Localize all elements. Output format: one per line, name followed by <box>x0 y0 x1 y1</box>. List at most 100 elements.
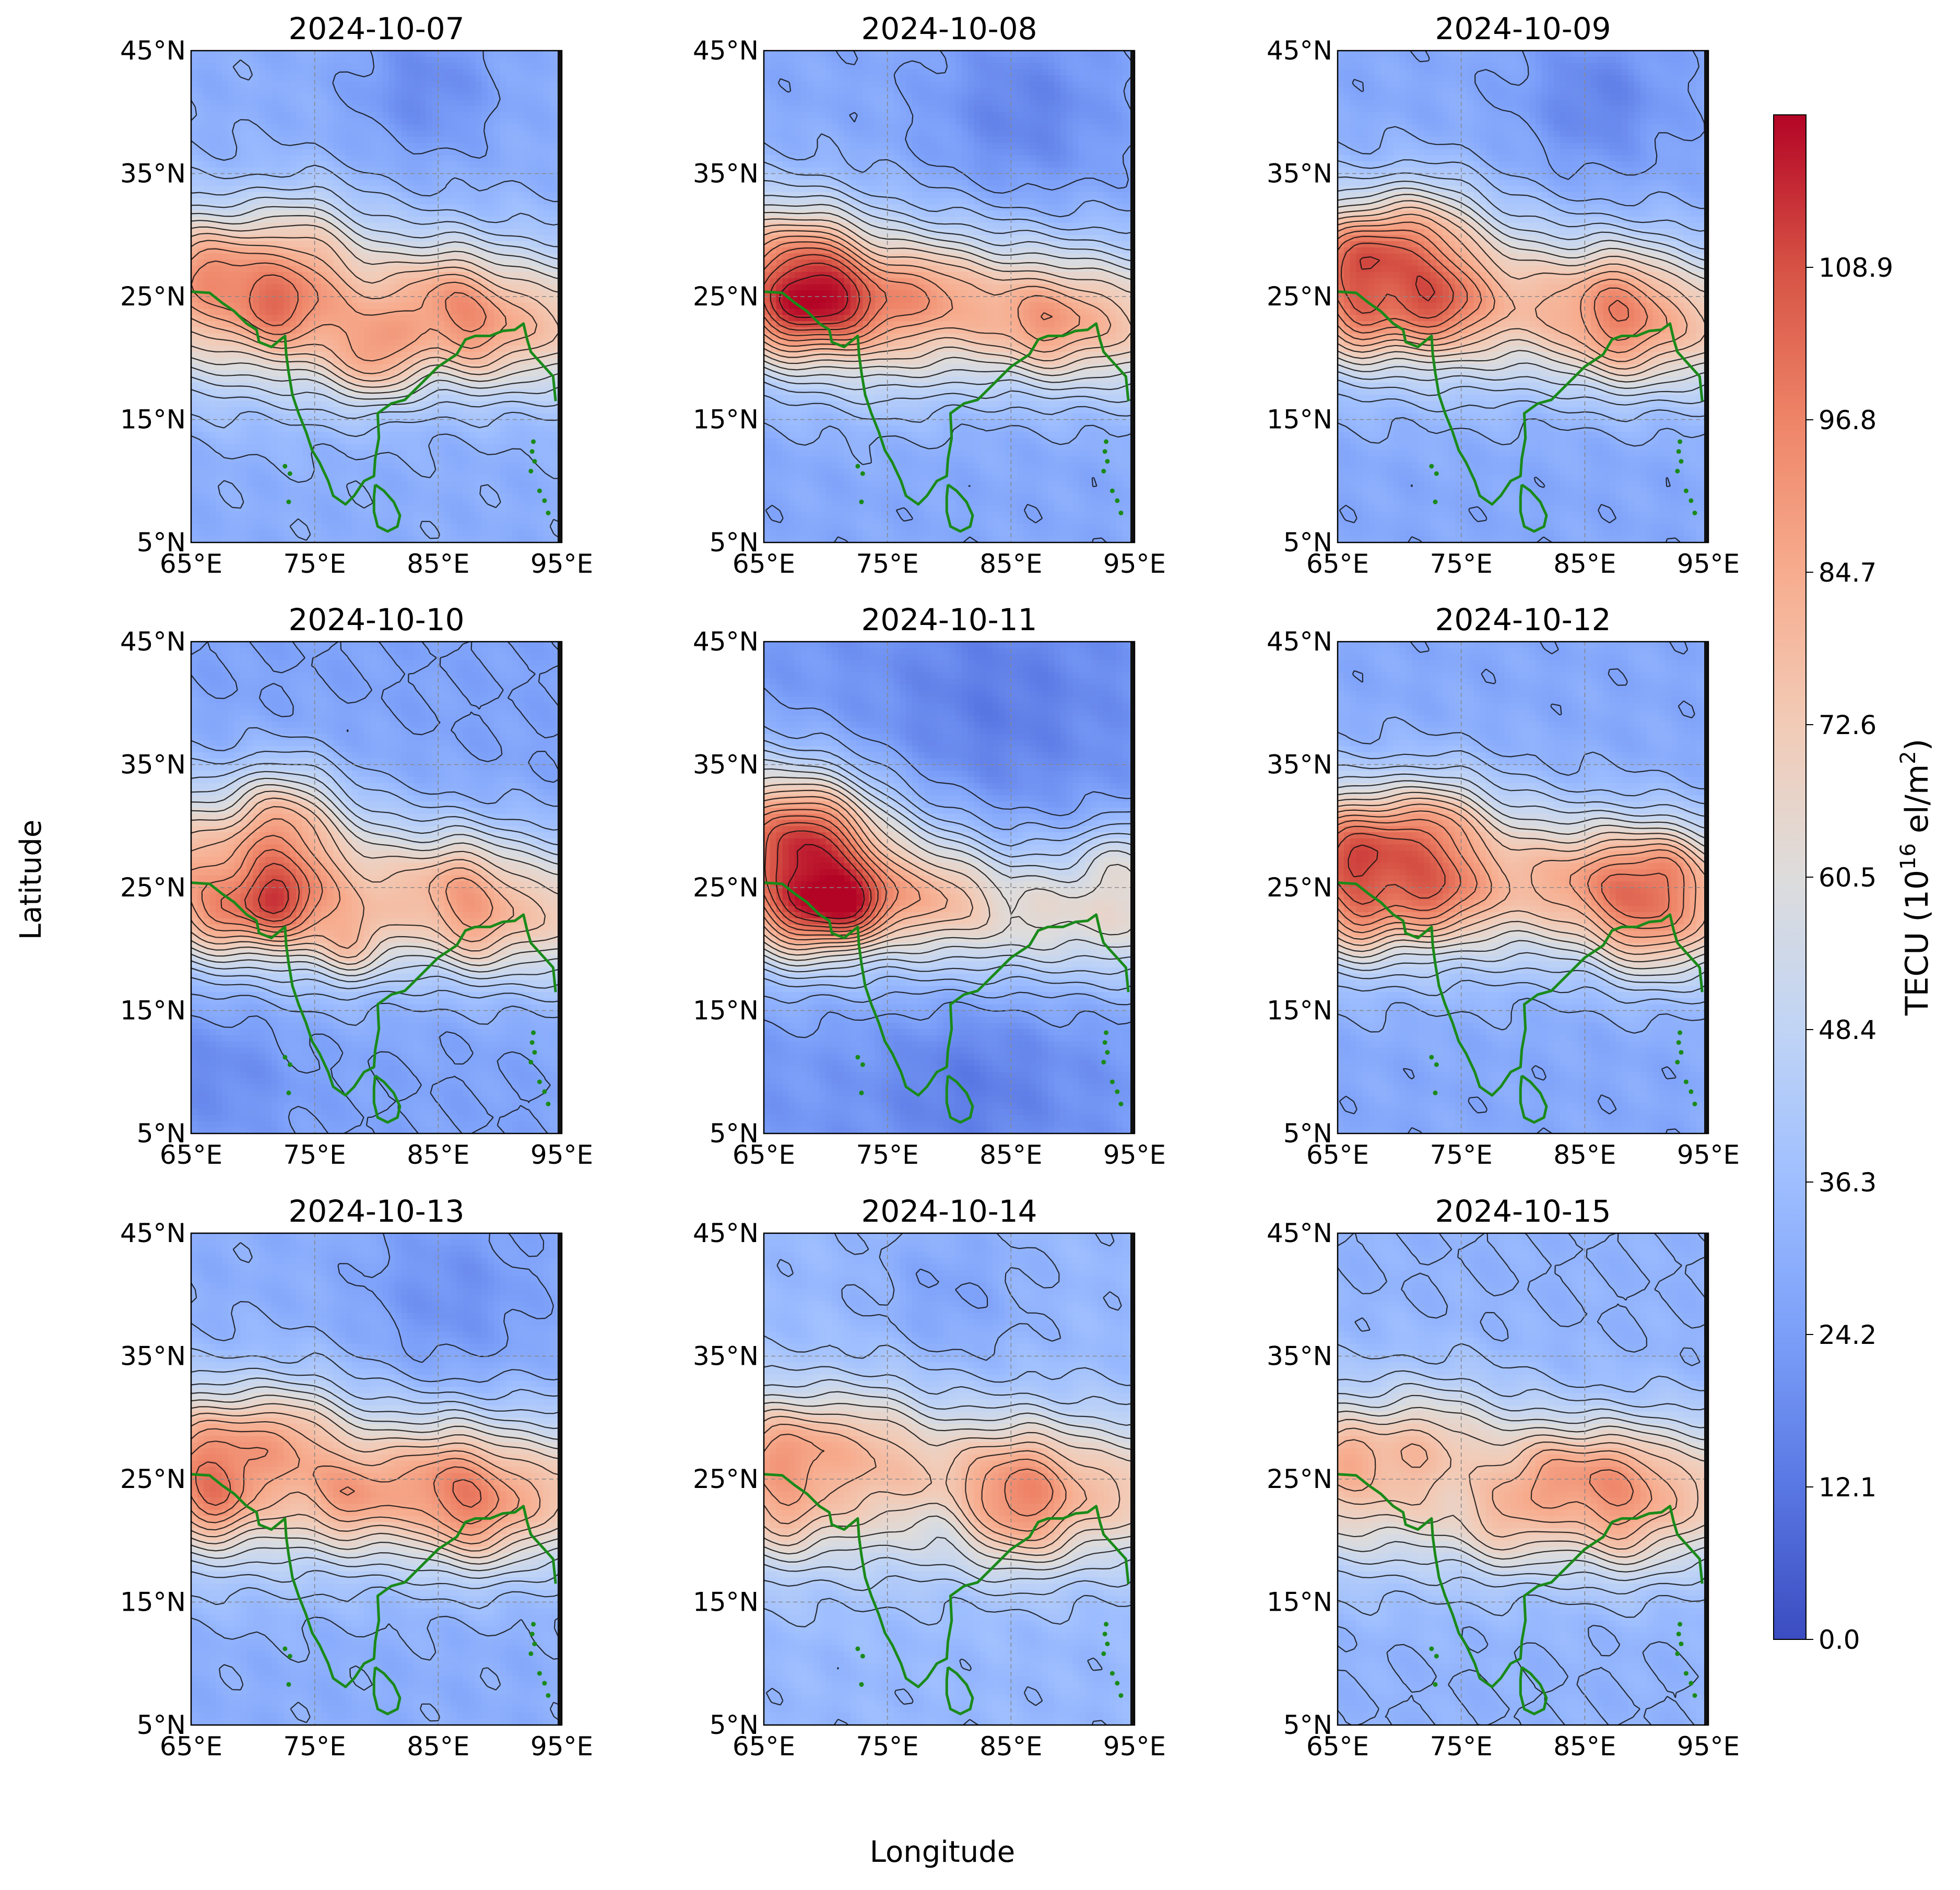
tec-cell <box>414 57 420 63</box>
tec-cell <box>321 119 327 125</box>
tec-cell <box>333 112 339 119</box>
tec-cell <box>197 131 204 137</box>
tec-cell <box>549 57 556 63</box>
tec-cell <box>389 124 395 131</box>
tec-cell <box>222 51 228 57</box>
tec-cell <box>463 112 469 119</box>
tec-cell <box>463 81 469 88</box>
tec-cell <box>234 131 241 137</box>
tec-cell <box>327 51 333 57</box>
tec-cell <box>327 131 333 137</box>
tec-cell <box>284 75 290 81</box>
tec-cell <box>309 88 315 94</box>
tec-cell <box>321 88 327 94</box>
tec-cell <box>222 81 228 88</box>
tec-cell <box>531 88 537 94</box>
tec-cell <box>204 93 210 100</box>
tec-cell <box>512 51 518 57</box>
tec-cell <box>481 106 488 112</box>
tec-cell <box>432 69 439 75</box>
tec-cell <box>531 100 537 106</box>
tec-cell <box>234 124 241 131</box>
tec-cell <box>525 51 531 57</box>
tec-cell <box>444 88 451 94</box>
tec-cell <box>481 75 488 81</box>
tec-cell <box>290 75 296 81</box>
tec-cell <box>290 51 296 57</box>
tec-cell <box>352 131 358 137</box>
tec-cell <box>395 63 402 69</box>
tec-cell <box>420 112 426 119</box>
tec-cell <box>376 88 383 94</box>
tec-cell <box>500 112 506 119</box>
tec-cell <box>358 131 364 137</box>
tec-cell <box>451 93 457 100</box>
tec-cell <box>469 119 476 125</box>
tec-cell <box>333 119 339 125</box>
tec-cell <box>525 63 531 69</box>
tec-cell <box>339 131 346 137</box>
tec-cell <box>407 106 414 112</box>
tec-cell <box>315 106 321 112</box>
tec-cell <box>346 112 352 119</box>
tec-cell <box>531 51 537 57</box>
tec-cell <box>210 119 216 125</box>
tec-cell <box>271 100 278 106</box>
tec-cell <box>352 51 358 57</box>
tec-cell <box>544 81 550 88</box>
tec-cell <box>451 75 457 81</box>
tec-cell <box>247 51 253 57</box>
tec-cell <box>358 124 364 131</box>
tec-cell <box>302 63 309 69</box>
tec-cell <box>432 75 439 81</box>
tec-cell <box>376 100 383 106</box>
tec-cell <box>500 106 506 112</box>
tec-cell <box>191 131 197 137</box>
tec-cell <box>383 81 389 88</box>
tec-cell <box>420 63 426 69</box>
tec-cell <box>309 69 315 75</box>
tec-cell <box>518 69 525 75</box>
tec-cell <box>302 119 309 125</box>
tec-cell <box>544 88 550 94</box>
tec-cell <box>222 106 228 112</box>
tec-cell <box>222 131 228 137</box>
tec-cell <box>352 57 358 63</box>
tec-cell <box>376 51 383 57</box>
tec-cell <box>259 112 265 119</box>
tec-cell <box>432 63 439 69</box>
tec-cell <box>525 57 531 63</box>
tec-cell <box>537 93 544 100</box>
tec-cell <box>241 100 247 106</box>
tec-cell <box>284 100 290 106</box>
tec-cell <box>444 57 451 63</box>
tec-cell <box>191 57 197 63</box>
tec-cell <box>518 106 525 112</box>
tec-cell <box>358 51 364 57</box>
tec-cell <box>333 131 339 137</box>
tec-cell <box>432 57 439 63</box>
tec-cell <box>302 112 309 119</box>
tec-cell <box>271 88 278 94</box>
tec-cell <box>296 69 302 75</box>
tec-cell <box>383 69 389 75</box>
tec-cell <box>327 100 333 106</box>
tec-cell <box>197 81 204 88</box>
tec-cell <box>321 63 327 69</box>
tec-cell <box>210 75 216 81</box>
tec-cell <box>444 69 451 75</box>
tec-cell <box>549 119 556 125</box>
tec-cell <box>407 75 414 81</box>
tec-cell <box>395 75 402 81</box>
tec-cell <box>426 93 432 100</box>
tec-cell <box>370 106 376 112</box>
tec-cell <box>265 112 271 119</box>
tec-cell <box>346 124 352 131</box>
tec-cell <box>222 112 228 119</box>
tec-cell <box>315 124 321 131</box>
tec-cell <box>204 106 210 112</box>
tec-cell <box>451 106 457 112</box>
tec-cell <box>494 75 500 81</box>
tec-cell <box>309 57 315 63</box>
tec-cell <box>420 124 426 131</box>
